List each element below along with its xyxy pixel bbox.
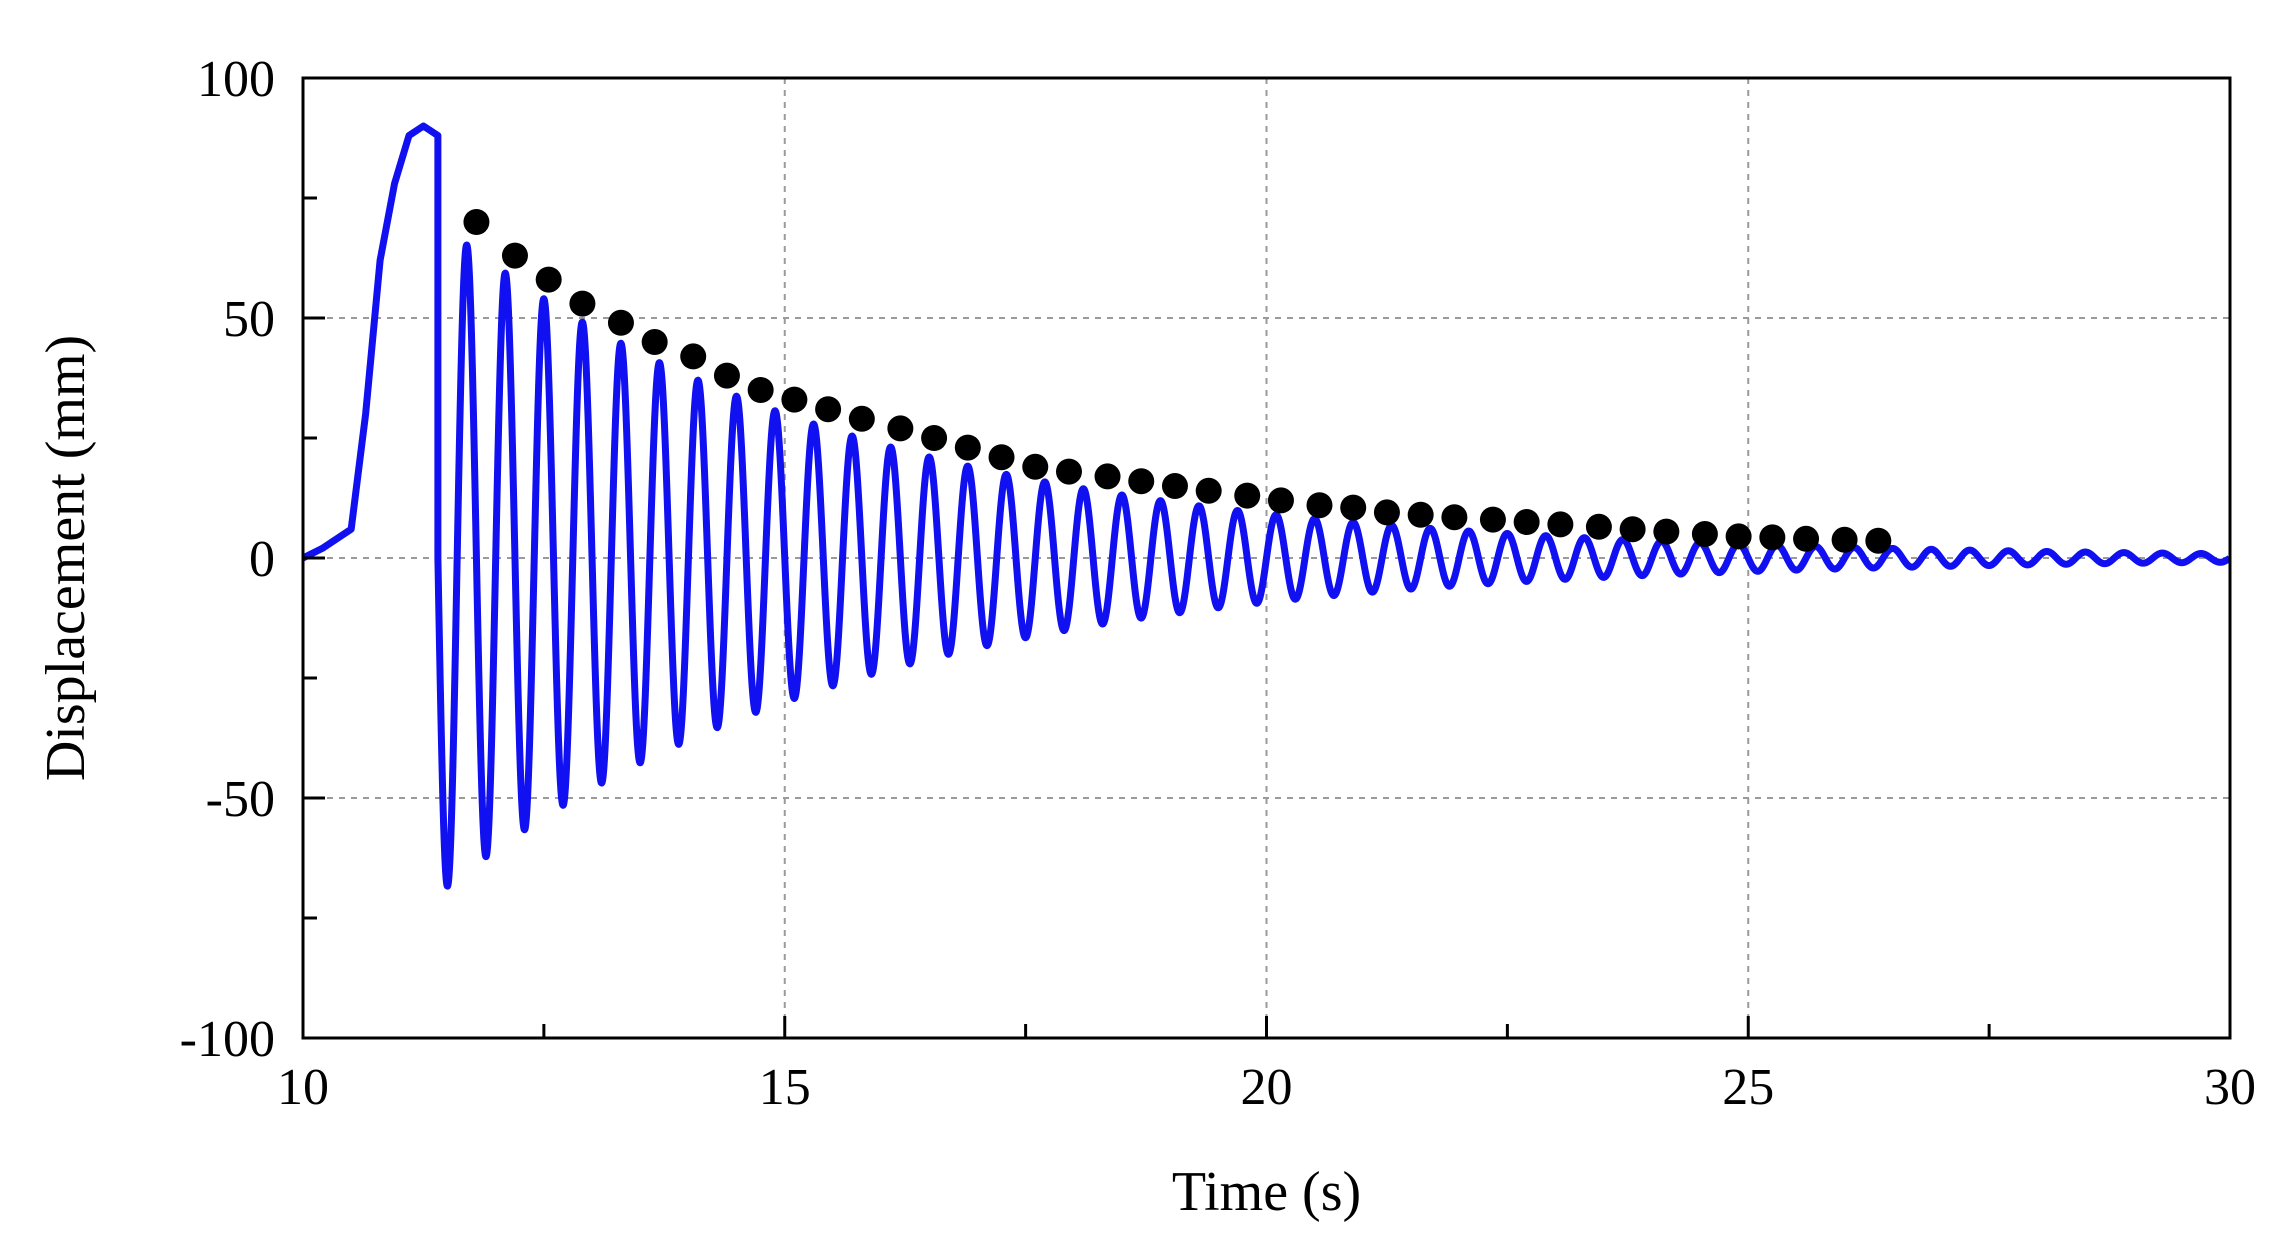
peak-marker [1513, 509, 1540, 535]
peak-marker [1195, 477, 1222, 504]
peak-marker [1340, 494, 1367, 521]
peak-marker [1441, 504, 1468, 531]
peak-marker [1022, 453, 1049, 480]
peak-marker [1585, 513, 1612, 540]
peak-marker [921, 425, 948, 451]
peak-marker [463, 209, 490, 235]
peak-marker [1267, 487, 1294, 514]
x-tick-label: 25 [1722, 1059, 1774, 1116]
x-tick-label: 10 [277, 1059, 329, 1116]
peak-marker [607, 309, 634, 336]
peak-marker [1306, 492, 1333, 519]
peak-marker [1373, 499, 1400, 526]
axis-ticks: 10 15 20 25 30 -100 -50 0 50 100 [180, 51, 2256, 1116]
x-axis-title: Time (s) [1172, 1161, 1361, 1223]
series-line-layer [301, 122, 2233, 890]
peak-marker [501, 242, 528, 269]
y-tick-label: 100 [197, 51, 275, 108]
y-tick-label: 0 [249, 531, 275, 588]
peak-marker [535, 266, 562, 293]
peak-marker [887, 415, 914, 442]
peak-marker [1691, 521, 1718, 547]
x-tick-label: 15 [759, 1059, 811, 1116]
peak-marker [569, 290, 596, 317]
peak-marker [1479, 506, 1506, 533]
peak-marker [848, 405, 875, 432]
peak-marker [641, 329, 668, 355]
peak-marker [713, 362, 740, 389]
y-tick-label: 50 [223, 291, 275, 348]
peak-marker [1793, 525, 1820, 552]
peak-marker [1725, 523, 1752, 550]
peak-marker [1619, 516, 1646, 543]
peak-marker [1759, 524, 1786, 551]
peak-marker [1161, 473, 1188, 499]
peak-marker [1234, 482, 1261, 509]
peak-marker-layer [463, 209, 1892, 554]
peak-marker [1055, 458, 1082, 485]
y-tick-label: -100 [180, 1011, 275, 1068]
peak-marker [747, 377, 774, 403]
peak-marker [781, 386, 808, 413]
peak-marker [1094, 463, 1121, 490]
peak-marker [954, 434, 981, 461]
peak-marker [1547, 511, 1574, 538]
peak-marker [1128, 468, 1155, 495]
peak-marker [1407, 501, 1434, 528]
y-tick-label: -50 [206, 771, 275, 828]
peak-marker [680, 343, 707, 370]
y-axis-title: Displacement (mm) [35, 335, 97, 781]
peak-marker [1653, 518, 1680, 545]
displacement-line [301, 122, 2233, 890]
peak-marker [988, 444, 1015, 471]
peak-marker [1865, 527, 1892, 554]
x-tick-label: 20 [1241, 1059, 1293, 1116]
peak-marker [815, 396, 842, 423]
peak-marker [1831, 526, 1858, 553]
x-tick-label: 30 [2204, 1059, 2256, 1116]
